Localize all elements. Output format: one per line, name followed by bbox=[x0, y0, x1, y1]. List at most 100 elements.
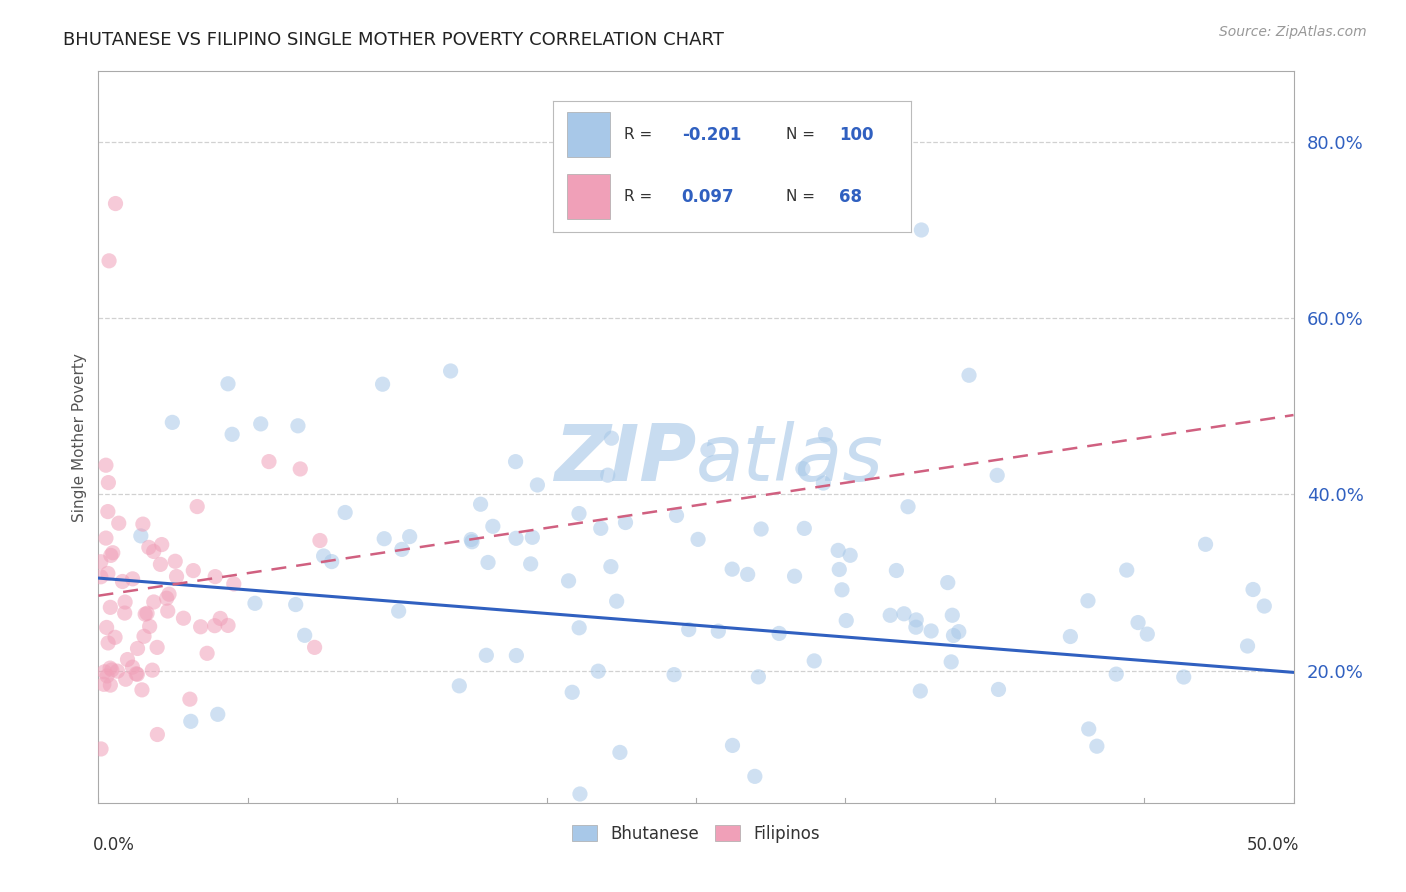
Point bbox=[783, 569, 806, 583]
Point bbox=[221, 427, 243, 442]
Point bbox=[190, 620, 212, 634]
Point bbox=[526, 478, 548, 492]
Point bbox=[111, 574, 134, 589]
Point bbox=[287, 418, 309, 433]
Point bbox=[117, 652, 139, 666]
Point bbox=[207, 707, 229, 722]
Text: Source: ZipAtlas.com: Source: ZipAtlas.com bbox=[1219, 25, 1367, 39]
Point bbox=[98, 600, 121, 615]
Point bbox=[606, 594, 628, 608]
Point bbox=[222, 577, 245, 591]
Point bbox=[828, 562, 851, 576]
Point bbox=[304, 640, 326, 655]
Point bbox=[460, 533, 482, 547]
Point bbox=[90, 570, 112, 584]
Point bbox=[142, 544, 165, 558]
Point bbox=[180, 714, 202, 729]
Point bbox=[96, 620, 118, 634]
Point bbox=[1105, 667, 1128, 681]
Point bbox=[904, 620, 927, 634]
Point bbox=[737, 567, 759, 582]
Point bbox=[156, 591, 179, 606]
Point bbox=[461, 534, 484, 549]
Y-axis label: Single Mother Poverty: Single Mother Poverty bbox=[72, 352, 87, 522]
Point bbox=[665, 508, 688, 523]
Text: 0.0%: 0.0% bbox=[93, 836, 135, 854]
Point bbox=[142, 595, 165, 609]
Point bbox=[96, 669, 118, 683]
Point bbox=[910, 684, 932, 698]
Point bbox=[217, 376, 239, 391]
Point bbox=[249, 417, 271, 431]
Point bbox=[827, 543, 849, 558]
Point bbox=[1126, 615, 1149, 630]
Point bbox=[910, 223, 932, 237]
Point bbox=[662, 667, 685, 681]
Point bbox=[505, 531, 527, 545]
Legend: Bhutanese, Filipinos: Bhutanese, Filipinos bbox=[565, 818, 827, 849]
Point bbox=[146, 727, 169, 741]
Point bbox=[217, 618, 239, 632]
Point bbox=[204, 618, 226, 632]
Point bbox=[204, 569, 226, 583]
Point bbox=[97, 566, 120, 581]
Point bbox=[132, 517, 155, 532]
Point bbox=[986, 468, 1008, 483]
Point bbox=[814, 427, 837, 442]
Point bbox=[98, 253, 121, 268]
Point bbox=[1253, 599, 1275, 613]
Point bbox=[482, 519, 505, 533]
Point bbox=[568, 787, 591, 801]
Point bbox=[568, 621, 591, 635]
Point bbox=[897, 500, 920, 514]
Point bbox=[97, 475, 120, 490]
Point bbox=[98, 678, 121, 692]
Text: BHUTANESE VS FILIPINO SINGLE MOTHER POVERTY CORRELATION CHART: BHUTANESE VS FILIPINO SINGLE MOTHER POVE… bbox=[63, 31, 724, 49]
Point bbox=[749, 522, 772, 536]
Point bbox=[373, 532, 395, 546]
Point bbox=[686, 533, 709, 547]
Point bbox=[1085, 739, 1108, 754]
Point bbox=[886, 564, 908, 578]
Point bbox=[138, 619, 160, 633]
Point bbox=[470, 497, 492, 511]
Point bbox=[107, 664, 129, 678]
Point bbox=[90, 742, 112, 756]
Point bbox=[209, 611, 232, 625]
Point bbox=[1236, 639, 1258, 653]
Text: ZIP: ZIP bbox=[554, 421, 696, 497]
Point bbox=[150, 537, 173, 551]
Point bbox=[768, 626, 790, 640]
Point bbox=[149, 558, 172, 572]
Point bbox=[388, 604, 411, 618]
Point bbox=[439, 364, 461, 378]
Point bbox=[132, 629, 155, 643]
Point bbox=[609, 746, 631, 760]
Point bbox=[813, 476, 835, 491]
Point bbox=[1115, 563, 1137, 577]
Point bbox=[1077, 593, 1099, 607]
Point bbox=[599, 559, 621, 574]
Point bbox=[243, 596, 266, 610]
Point bbox=[166, 569, 188, 583]
Point bbox=[893, 607, 915, 621]
Point bbox=[101, 546, 124, 560]
Point bbox=[141, 663, 163, 677]
Point bbox=[107, 516, 129, 531]
Point bbox=[156, 604, 179, 618]
Point bbox=[98, 661, 121, 675]
Point bbox=[1059, 630, 1081, 644]
Point bbox=[371, 377, 394, 392]
Text: atlas: atlas bbox=[696, 421, 884, 497]
Point bbox=[134, 607, 156, 622]
Point bbox=[131, 682, 153, 697]
Point bbox=[557, 574, 579, 588]
Point bbox=[94, 531, 117, 545]
Point bbox=[568, 507, 591, 521]
Point bbox=[449, 679, 471, 693]
Point bbox=[181, 564, 204, 578]
Point bbox=[121, 660, 143, 674]
Point bbox=[321, 555, 343, 569]
Point bbox=[146, 640, 169, 655]
Point bbox=[284, 598, 307, 612]
